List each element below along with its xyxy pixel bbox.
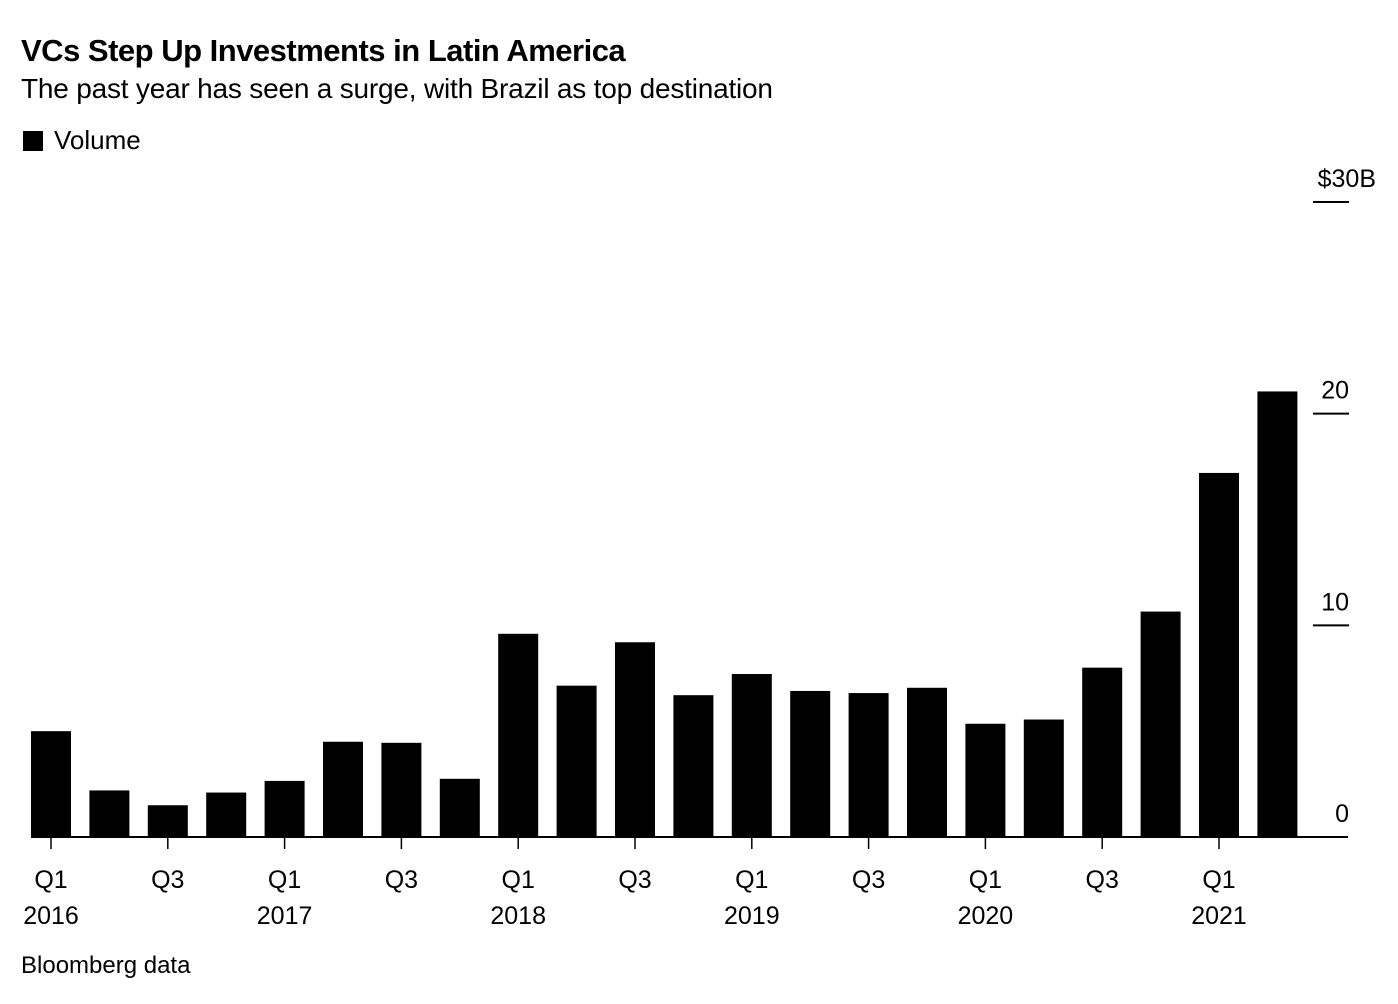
- x-tick-label-quarter: Q1: [1202, 866, 1235, 894]
- bar: [264, 780, 305, 837]
- bar: [323, 741, 363, 837]
- x-tick-label-quarter: Q3: [852, 866, 885, 894]
- x-tick-label-year: 2021: [1191, 902, 1247, 930]
- x-tick-label-quarter: Q3: [385, 866, 418, 894]
- bars-group: [31, 391, 1298, 837]
- bar: [1199, 472, 1239, 837]
- x-tick-label-quarter: Q1: [969, 866, 1002, 894]
- bar: [381, 742, 422, 837]
- chart-title: VCs Step Up Investments in Latin America: [21, 33, 626, 68]
- x-tick-label-quarter: Q1: [268, 866, 301, 894]
- x-tick-label-year: 2020: [958, 902, 1014, 930]
- bar: [89, 790, 130, 837]
- legend: Volume: [23, 125, 141, 156]
- legend-label-volume: Volume: [54, 125, 141, 155]
- x-tick-label-quarter: Q3: [151, 866, 184, 894]
- bar: [848, 693, 889, 837]
- bar: [615, 642, 655, 837]
- x-tick-label-quarter: Q1: [735, 866, 768, 894]
- x-axis: Q1 2016 Q3 Q1 2017 Q3 Q1 2018 Q3 Q1 2019 Q3 Q1 2020 Q3…: [23, 836, 1348, 930]
- x-tick-label-quarter: Q1: [502, 866, 535, 894]
- bar: [1140, 611, 1181, 837]
- x-tick-label-quarter: Q1: [34, 866, 67, 894]
- bar: [1082, 667, 1123, 837]
- source-note: Bloomberg data: [21, 952, 191, 979]
- bar: [673, 695, 714, 837]
- bar: [498, 633, 539, 837]
- chart-subtitle: The past year has seen a surge, with Bra…: [21, 73, 773, 104]
- x-tick-label-year: 2019: [724, 902, 780, 930]
- y-axis: 0 10 20 $30B: [1313, 165, 1376, 828]
- bar: [965, 723, 1006, 837]
- x-tick-label-year: 2018: [490, 902, 546, 930]
- bar: [1257, 391, 1298, 837]
- x-tick-label-year: 2017: [257, 902, 313, 930]
- y-tick-label: 20: [1321, 377, 1349, 405]
- bar: [907, 687, 947, 837]
- bar: [731, 674, 772, 837]
- x-tick-label-quarter: Q3: [1086, 866, 1119, 894]
- y-tick-label: 0: [1335, 800, 1349, 828]
- x-tick-label-quarter: Q3: [618, 866, 651, 894]
- bar: [556, 685, 597, 837]
- y-tick-label: $30B: [1318, 165, 1376, 193]
- bar: [1023, 719, 1064, 837]
- y-tick-label: 10: [1321, 588, 1349, 616]
- bar: [31, 731, 71, 837]
- bar: [206, 792, 247, 837]
- bar: [790, 690, 831, 837]
- x-tick-label-year: 2016: [23, 902, 79, 930]
- bar: [439, 778, 480, 837]
- legend-swatch-volume: [23, 130, 43, 151]
- bar: [147, 805, 188, 837]
